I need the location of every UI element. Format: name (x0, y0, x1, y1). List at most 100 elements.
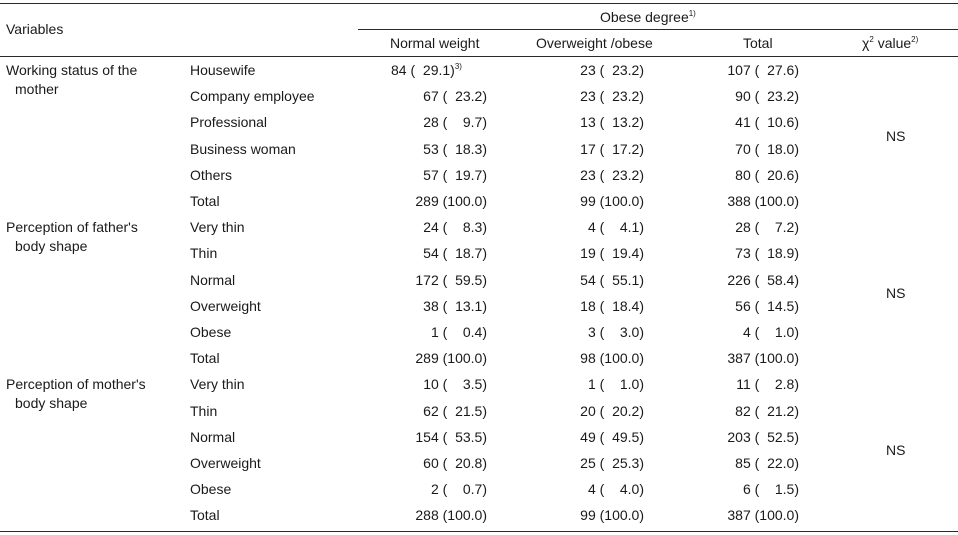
row-category: Others (190, 166, 233, 183)
section-label-line2: body shape (15, 238, 88, 255)
cell-normal-weight: 57 ( 19.7) (423, 167, 487, 183)
cell-overweight-obese: 17 ( 17.2) (580, 140, 644, 157)
row-category: Normal (190, 271, 236, 288)
cell-total: 6 ( 1.5) (742, 481, 799, 498)
cell-overweight-obese: 23 ( 23.2) (580, 166, 644, 183)
row-category: Obese (190, 481, 232, 498)
cell-total: 387 (100.0) (727, 507, 799, 524)
cell-normal-weight-value: 84 ( 29.1) (391, 62, 455, 78)
header-variables: Variables (6, 21, 64, 37)
section-label-line1: Perception of father's (6, 219, 138, 236)
table-bottom-rule (0, 531, 958, 532)
cell-normal-weight: 54 ( 18.7) (423, 245, 487, 261)
cell-normal-weight-value: 288 (100.0) (415, 507, 487, 524)
cell-total: 82 ( 21.2) (735, 402, 799, 419)
cell-overweight-obese: 25 ( 25.3) (580, 455, 644, 471)
cell-normal-weight: 10 ( 3.5) (423, 376, 487, 392)
cell-total: 80 ( 20.6) (735, 166, 799, 183)
cell-normal-weight-value: 172 ( 59.5) (415, 271, 487, 288)
section-label-line1: Perception of mother's (6, 376, 146, 393)
cell-total: 73 ( 18.9) (735, 245, 799, 262)
cell-normal-weight: 60 ( 20.8) (423, 455, 487, 471)
row-category: Total (190, 350, 220, 367)
row-category: Housewife (190, 62, 256, 78)
cell-overweight-obese: 23 ( 23.2) (580, 88, 644, 105)
cell-overweight-obese: 3 ( 3.0) (587, 324, 644, 340)
chi-square-result: NS (886, 127, 906, 144)
cell-overweight-obese: 99 (100.0) (580, 193, 644, 209)
cell-total: 226 ( 58.4) (727, 271, 799, 288)
row-category: Professional (190, 114, 268, 131)
row-category: Total (190, 507, 220, 524)
cell-normal-weight-value: 53 ( 18.3) (423, 140, 487, 157)
cell-overweight-obese: 20 ( 20.2) (580, 402, 644, 419)
chi-square-result: NS (886, 441, 906, 458)
cell-overweight-obese: 4 ( 4.0) (587, 481, 644, 498)
cell-normal-weight-value: 57 ( 19.7) (423, 166, 487, 183)
cell-normal-weight-value: 154 ( 53.5) (415, 428, 487, 445)
cell-normal-weight-value: 67 ( 23.2) (423, 88, 487, 105)
row-category: Business woman (190, 140, 296, 157)
cell-normal-weight-value: 24 ( 8.3) (423, 219, 487, 236)
cell-normal-weight: 288 (100.0) (415, 507, 487, 523)
row-category: Obese (190, 324, 232, 340)
row-category: Thin (190, 402, 218, 419)
cell-normal-weight: 154 ( 53.5) (415, 429, 487, 445)
cell-normal-weight: 289 (100.0) (415, 193, 487, 209)
header-overweight-obese: Overweight /obese (536, 35, 653, 51)
cell-total: 56 ( 14.5) (735, 297, 799, 314)
cell-normal-weight: 62 ( 21.5) (423, 403, 487, 419)
header-obese-degree-text: Obese degree (600, 9, 689, 25)
chi-square-result: NS (886, 284, 906, 301)
cell-normal-weight-value: 289 (100.0) (415, 193, 487, 209)
header-total: Total (743, 35, 773, 51)
chi-symbol: χ (862, 35, 870, 51)
cell-normal-weight: 38 ( 13.1) (423, 298, 487, 314)
footnote-1-mark: 1) (688, 9, 696, 18)
header-chi-square: χ2 value2) (862, 35, 918, 51)
cell-normal-weight: 24 ( 8.3) (423, 219, 487, 235)
row-category: Total (190, 193, 220, 209)
cell-normal-weight-value: 54 ( 18.7) (423, 245, 487, 262)
cell-normal-weight-value: 28 ( 9.7) (423, 114, 487, 131)
cell-normal-weight-value: 1 ( 0.4) (430, 324, 487, 340)
row-category: Very thin (190, 376, 245, 393)
footnote-3-mark: 3) (454, 62, 462, 71)
table-top-rule (0, 3, 958, 4)
cell-overweight-obese: 1 ( 1.0) (587, 376, 644, 393)
group-underline-rule (358, 29, 958, 30)
chi-text: value (873, 35, 912, 51)
cell-total: 70 ( 18.0) (735, 140, 799, 157)
cell-normal-weight-value: 62 ( 21.5) (423, 402, 487, 419)
row-category: Overweight (190, 455, 261, 471)
cell-total: 85 ( 22.0) (735, 455, 799, 471)
cell-total: 388 (100.0) (727, 193, 799, 209)
cell-normal-weight-value: 38 ( 13.1) (423, 297, 487, 314)
cell-total: 90 ( 23.2) (735, 88, 799, 105)
cell-overweight-obese: 18 ( 18.4) (580, 297, 644, 314)
header-obese-degree: Obese degree1) (600, 9, 696, 25)
section-label-line2: body shape (15, 395, 88, 412)
cell-normal-weight: 2 ( 0.7) (431, 481, 487, 497)
section-label-line2: mother (15, 81, 59, 97)
chi-sup: 2 (869, 35, 874, 44)
cell-total: 28 ( 7.2) (735, 219, 799, 236)
cell-normal-weight: 289 (100.0) (415, 350, 487, 366)
cell-overweight-obese: 23 ( 23.2) (580, 62, 644, 78)
cell-total: 4 ( 1.0) (742, 324, 799, 340)
cell-overweight-obese: 99 (100.0) (580, 507, 644, 524)
cell-normal-weight-value: 289 (100.0) (415, 350, 487, 367)
cell-total: 11 ( 2.8) (736, 376, 799, 393)
cell-total: 107 ( 27.6) (727, 62, 799, 78)
row-category: Company employee (190, 88, 315, 105)
cell-normal-weight: 67 ( 23.2) (423, 88, 487, 104)
cell-normal-weight-value: 60 ( 20.8) (423, 455, 487, 471)
cell-total: 41 ( 10.6) (735, 114, 799, 131)
row-category: Thin (190, 245, 218, 262)
cell-normal-weight: 28 ( 9.7) (423, 114, 487, 130)
cell-normal-weight-value: 10 ( 3.5) (423, 376, 487, 393)
cell-overweight-obese: 54 ( 55.1) (580, 271, 644, 288)
cell-overweight-obese: 13 ( 13.2) (580, 114, 644, 131)
cell-overweight-obese: 4 ( 4.1) (587, 219, 644, 236)
cell-normal-weight: 172 ( 59.5) (415, 272, 487, 288)
